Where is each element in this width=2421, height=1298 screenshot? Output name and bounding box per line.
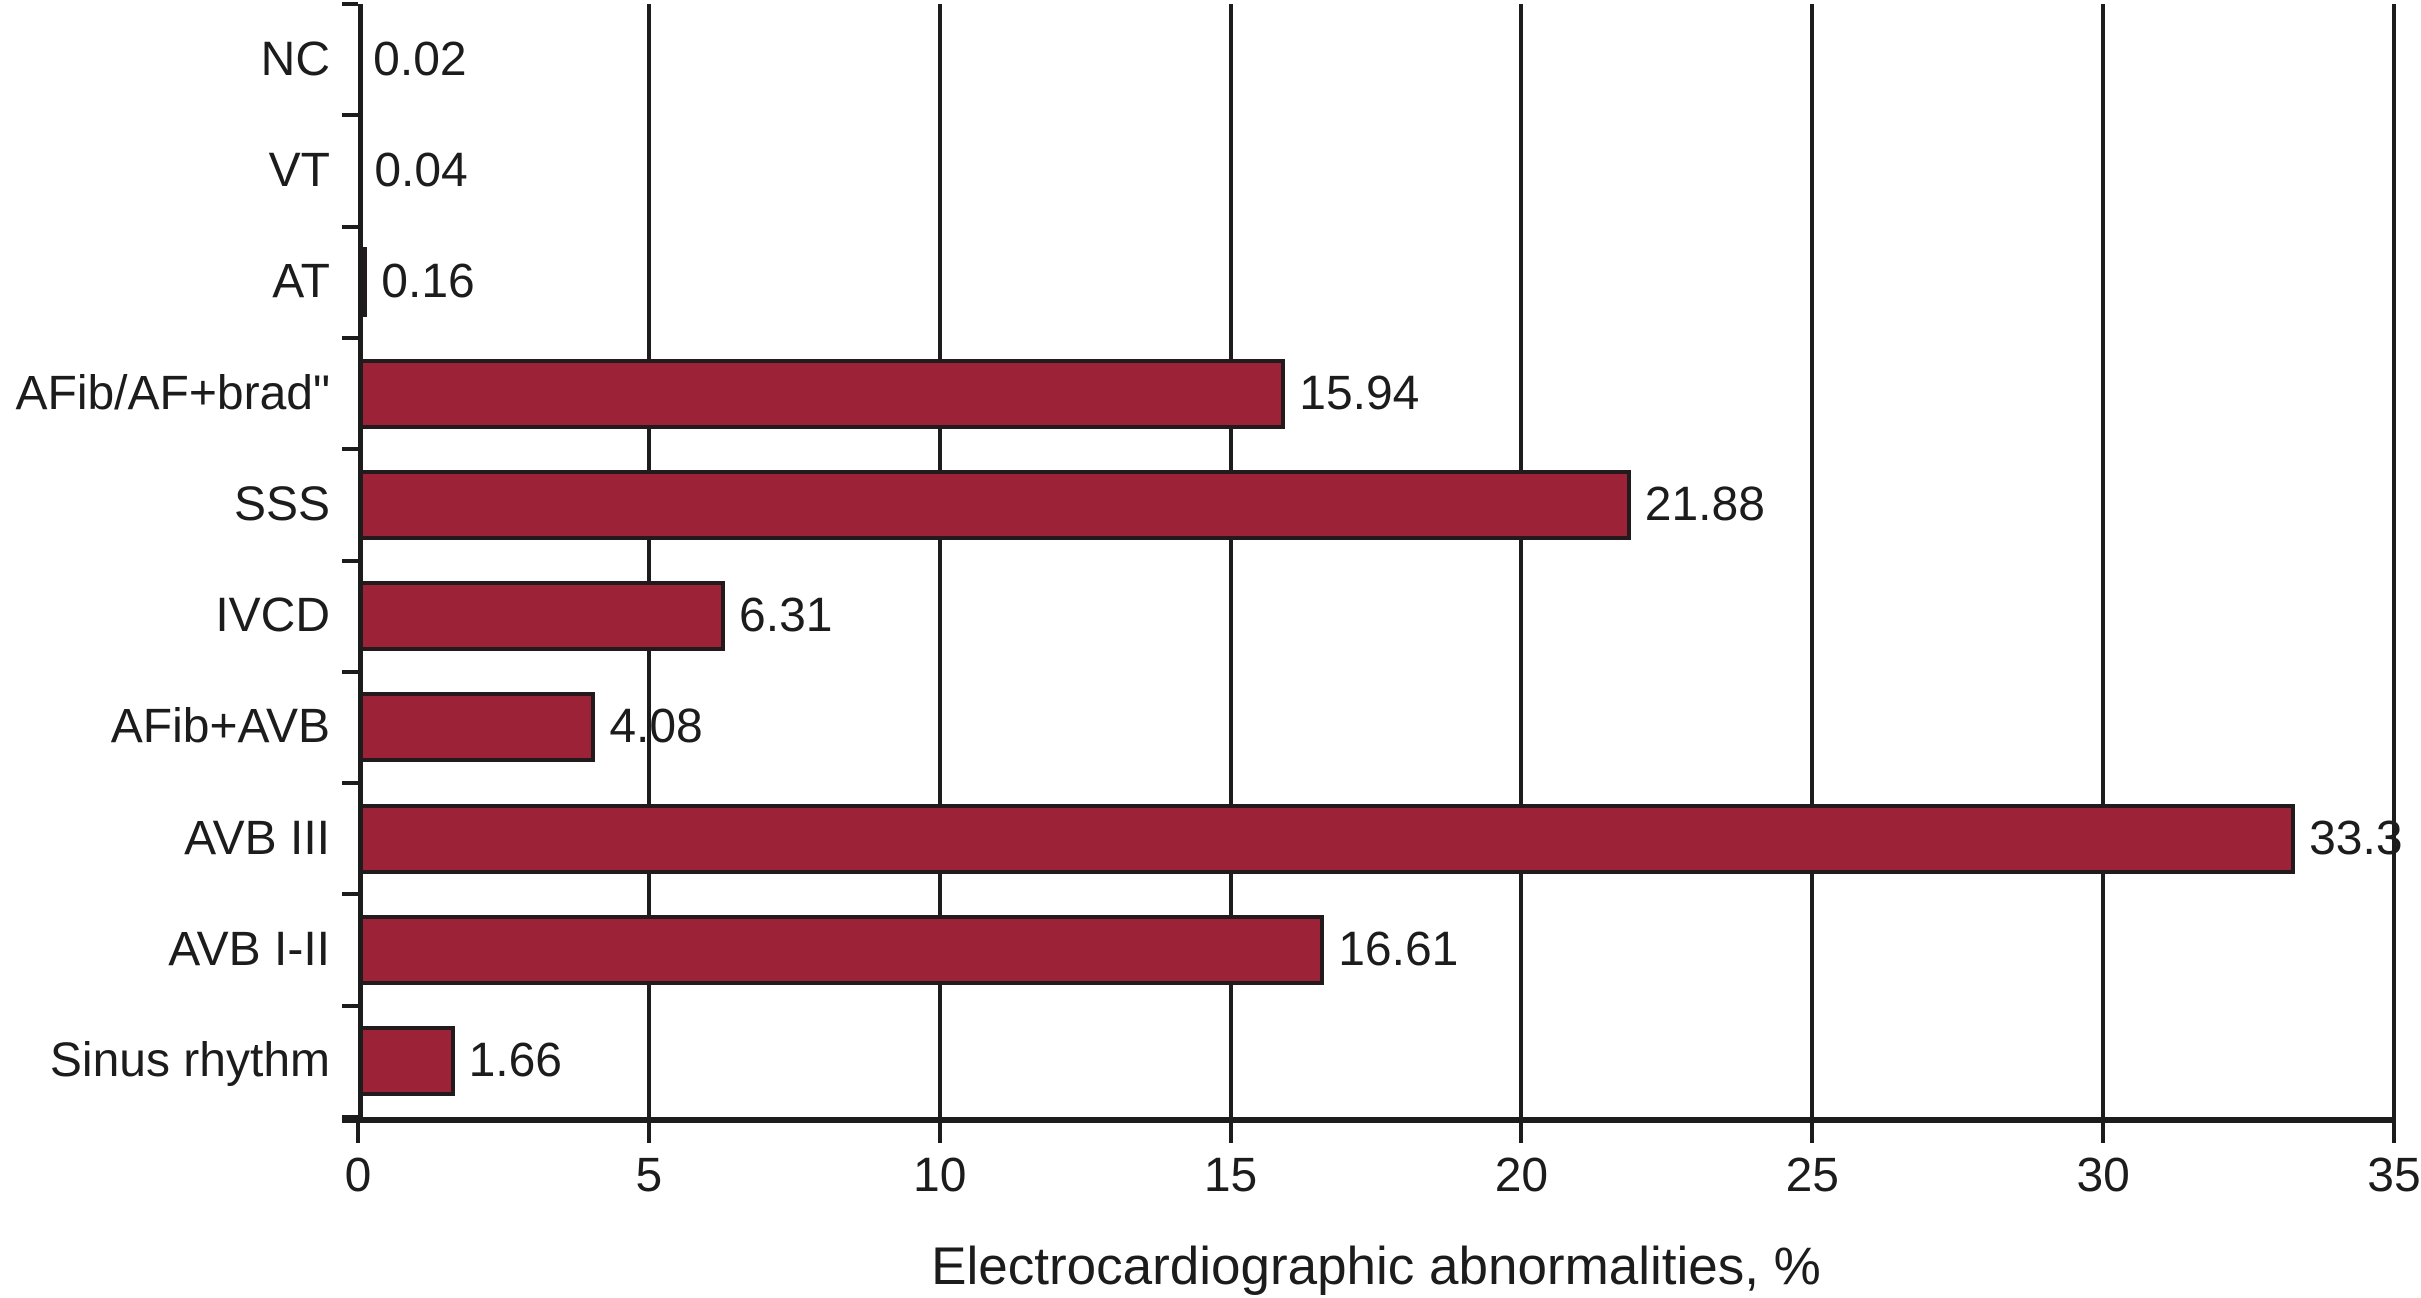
x-axis-tick <box>937 1117 942 1143</box>
category-label: SSS <box>233 477 330 531</box>
x-tick-label: 30 <box>2076 1149 2130 1202</box>
gridline-x-15 <box>1228 4 1233 1117</box>
x-axis-tick <box>1519 1117 1524 1143</box>
gridline-x-5 <box>646 4 651 1117</box>
x-axis-tick <box>1810 1117 1815 1143</box>
x-axis-tick <box>2101 1117 2106 1143</box>
x-axis-tick <box>646 1117 651 1143</box>
y-axis-tick <box>342 669 358 674</box>
bar <box>358 581 726 652</box>
x-tick-label: 5 <box>635 1149 663 1202</box>
y-axis-tick <box>342 892 358 897</box>
x-tick-label: 0 <box>344 1149 372 1202</box>
bar-value-label: 0.02 <box>373 32 467 86</box>
gridline-x-25 <box>1810 4 1815 1117</box>
category-label: AFib/AF+brad" <box>15 366 330 420</box>
bar <box>358 915 1325 986</box>
bar-value-label: 16.61 <box>1338 923 1459 977</box>
x-axis-tick <box>2392 1117 2396 1143</box>
x-axis-title: Electrocardiographic abnormalities, % <box>931 1237 1821 1296</box>
category-label: AFib+AVB <box>110 700 330 754</box>
y-axis-tick <box>342 447 358 452</box>
y-axis-tick <box>342 781 358 786</box>
category-label: AVB III <box>184 811 330 865</box>
gridline-x-10 <box>937 4 942 1117</box>
x-tick-label: 25 <box>1785 1149 1839 1202</box>
category-label: AT <box>272 255 330 309</box>
y-axis-tick <box>342 224 358 229</box>
y-axis-tick <box>342 335 358 340</box>
bar <box>358 803 2296 874</box>
x-tick-label: 35 <box>2367 1149 2421 1202</box>
bar-value-label: 4.08 <box>609 700 703 754</box>
bar <box>358 1026 455 1097</box>
gridline-x-35 <box>2392 4 2396 1117</box>
x-axis-tick <box>1228 1117 1233 1143</box>
category-label: AVB I-II <box>168 923 330 977</box>
bar-value-label: 6.31 <box>739 589 833 643</box>
gridline-x-20 <box>1519 4 1524 1117</box>
bar-value-label: 0.04 <box>374 143 468 197</box>
y-axis-tick <box>342 113 358 118</box>
category-label: Sinus rhythm <box>49 1034 330 1088</box>
bar <box>358 469 1631 540</box>
bar-value-label: 21.88 <box>1644 477 1765 531</box>
bar-value-label: 15.94 <box>1299 366 1420 420</box>
x-tick-label: 10 <box>913 1149 967 1202</box>
bar <box>358 358 1286 429</box>
bar-value-label: 1.66 <box>468 1034 562 1088</box>
y-axis-tick <box>342 1003 358 1008</box>
bar-value-label: 33.3 <box>2309 811 2403 865</box>
x-tick-label: 20 <box>1494 1149 1549 1202</box>
y-axis-tick <box>342 2 358 6</box>
category-label: VT <box>268 143 330 197</box>
bar-value-label: 0.16 <box>381 255 475 309</box>
bar <box>358 692 596 763</box>
y-axis-line <box>358 4 363 1117</box>
gridline-x-30 <box>2101 4 2106 1117</box>
category-label: NC <box>260 32 330 86</box>
x-axis-line <box>342 1117 2396 1123</box>
x-tick-label: 15 <box>1203 1149 1258 1202</box>
category-label: IVCD <box>215 589 330 643</box>
x-axis-tick <box>356 1117 360 1143</box>
y-axis-tick <box>342 558 358 563</box>
